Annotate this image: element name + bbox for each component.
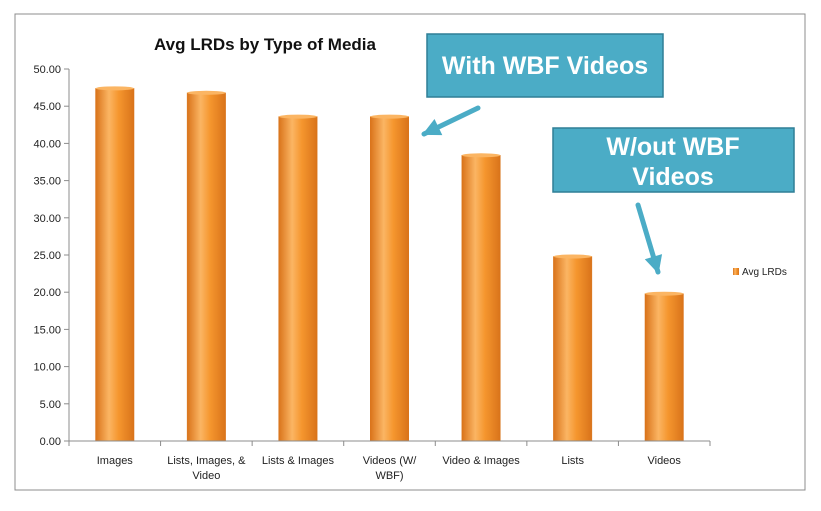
bar-cap [95,86,135,91]
y-tick-label: 45.00 [33,101,61,113]
y-tick-label: 35.00 [33,176,61,188]
y-tick-label: 20.00 [33,287,61,299]
x-axis: Images Lists, Images, & Video Lists & Image… [68,440,711,482]
x-category-label: Videos (W/WBF) [363,455,418,482]
x-category-label: Images [97,455,134,467]
callout: With WBF Videos [421,33,664,137]
callout-text: With WBF Videos [442,52,648,80]
y-tick-label: 15.00 [33,324,61,336]
bar-cap [644,291,684,296]
arrow-head-icon [422,118,443,136]
bar-cap [278,114,318,119]
callout-box [552,127,795,193]
x-category-label: Videos [647,455,681,467]
bar [461,155,501,442]
x-category-label: Video & Images [442,455,520,467]
bar [95,88,135,442]
y-tick-label: 25.00 [33,250,61,262]
y-axis: 0.00 5.00 10.00 15.00 20.00 25.00 30.00 35.00 40… [33,64,70,448]
bars [95,86,684,442]
arrow-head-icon [644,254,663,274]
bar [553,256,593,442]
y-tick-label: 5.00 [40,399,61,411]
callout: W/out WBF Videos [552,127,795,275]
x-category-label: Lists & Images [262,455,335,467]
bar [370,116,409,442]
legend-swatch [733,268,739,275]
x-category-label: Lists [561,455,584,467]
y-tick-label: 10.00 [33,362,61,374]
chart-title: Avg LRDs by Type of Media [154,35,377,54]
bar [186,92,226,442]
callouts: With WBF Videos W/out WBF Videos [421,33,795,275]
legend: Avg LRDs [733,267,787,278]
y-tick-label: 30.00 [33,213,61,225]
bar-cap [187,90,226,95]
y-tick-label: 40.00 [33,138,61,150]
callout-box [426,33,664,98]
x-category-label: Lists, Images, & Video [167,455,246,482]
bar [278,116,318,442]
bar [644,293,684,442]
bar-cap [370,114,409,119]
y-tick-label: 0.00 [40,436,61,448]
y-tick-label: 50.00 [33,64,61,76]
callout-text: W/out WBF Videos [606,133,739,191]
bar-cap [553,254,592,259]
bar-cap [461,153,501,158]
legend-label: Avg LRDs [742,267,787,278]
